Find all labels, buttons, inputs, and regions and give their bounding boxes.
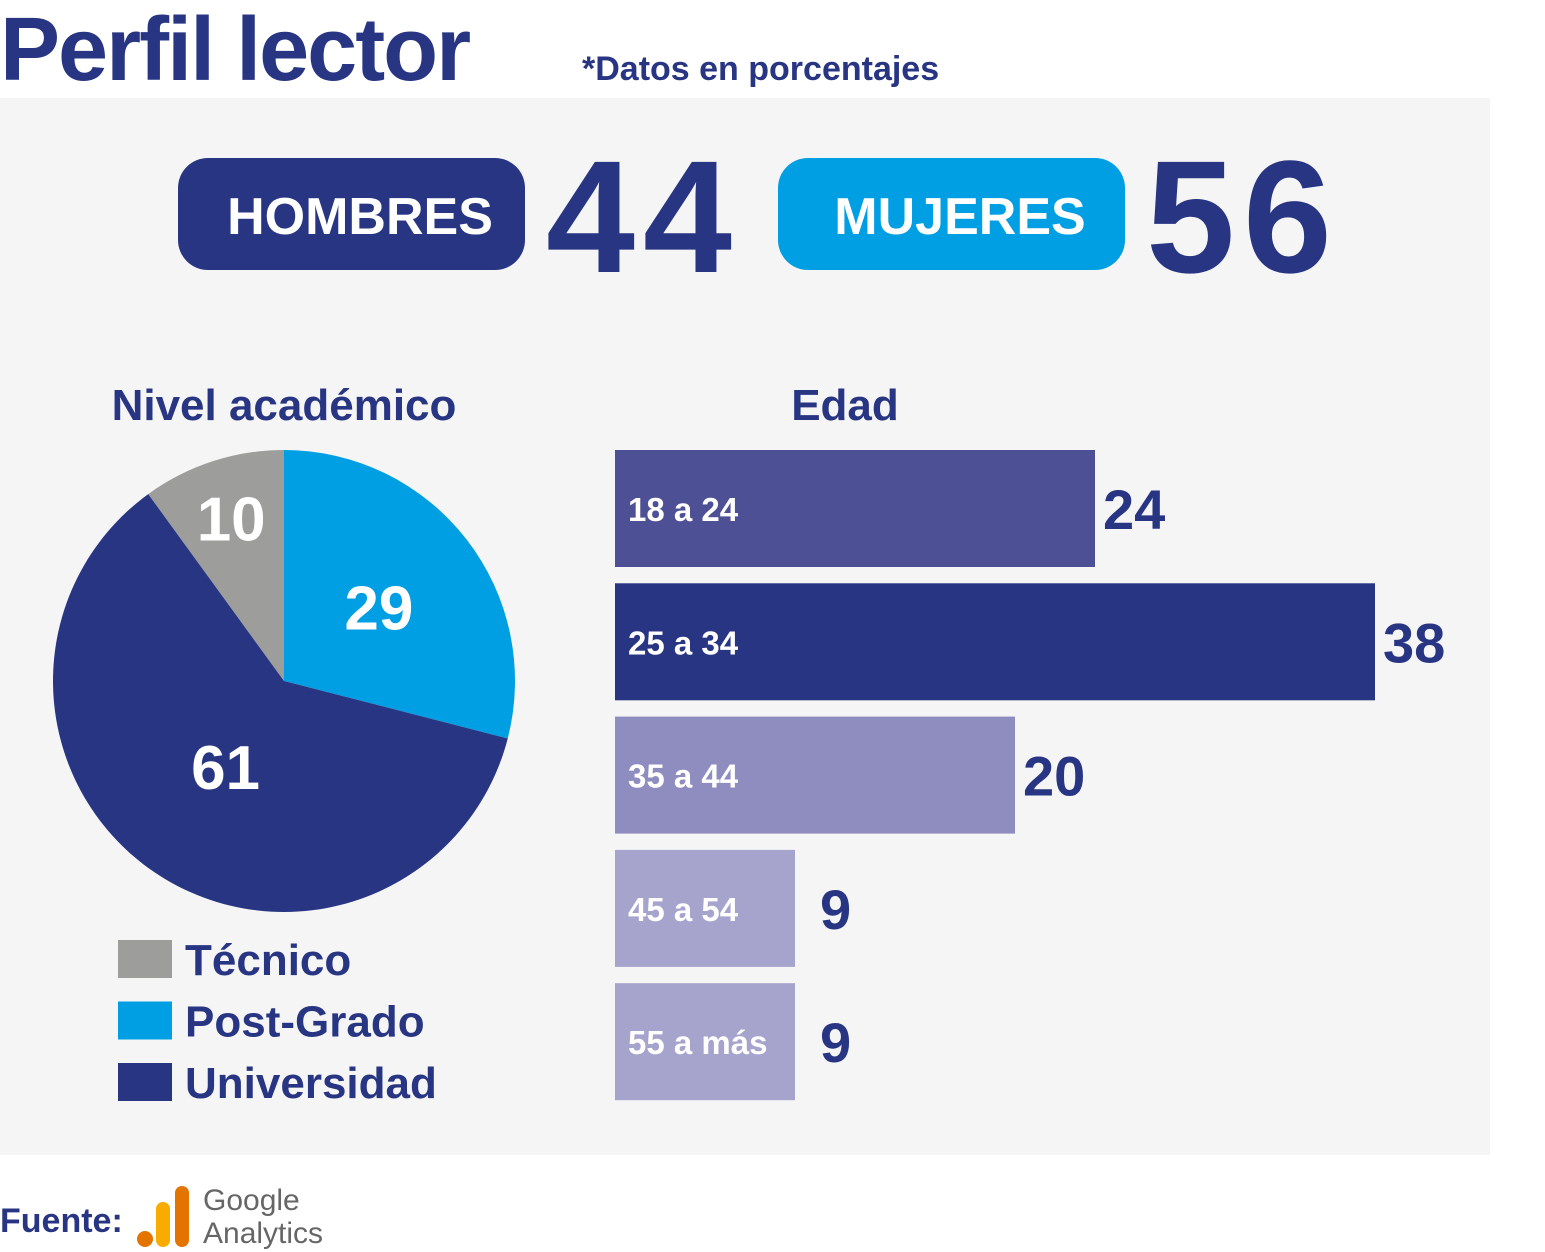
- bar-value: 20: [1023, 745, 1085, 808]
- legend-swatch: [118, 940, 172, 978]
- bar: [615, 583, 1375, 701]
- legend-label: Post-Grado: [185, 998, 425, 1047]
- bar: [615, 849, 795, 967]
- bar: [615, 450, 1095, 567]
- pill: [778, 158, 1125, 270]
- legend-swatch: [118, 1001, 172, 1040]
- pill-label: MUJERES: [834, 188, 1085, 246]
- legend-label: Técnico: [185, 936, 351, 985]
- pie-slice: [284, 450, 515, 739]
- slice-label: 61: [191, 734, 260, 803]
- bar-category: 55 a más: [628, 1024, 767, 1061]
- bar-value: 9: [820, 1011, 851, 1074]
- gender-value: 56: [1146, 127, 1340, 306]
- bar-value: 9: [820, 878, 851, 941]
- bar-value: 24: [1103, 478, 1165, 541]
- legend-swatch: [118, 1063, 172, 1101]
- subtitle: *Datos en porcentajes: [582, 50, 939, 88]
- bar: [615, 716, 1015, 834]
- logo: [137, 1186, 189, 1247]
- gender-value: 44: [546, 127, 740, 306]
- title: Perfil lector: [0, 0, 470, 100]
- source-label: Fuente:: [0, 1202, 123, 1240]
- legend-label: Universidad: [185, 1059, 437, 1108]
- slice-label: 10: [197, 485, 266, 554]
- pill: [178, 158, 525, 270]
- logo-text: Analytics: [203, 1217, 323, 1250]
- pie-slice: [53, 494, 508, 913]
- bar-category: 35 a 44: [628, 758, 739, 795]
- bar-category: 45 a 54: [628, 891, 739, 928]
- slice-label: 29: [344, 574, 413, 643]
- chart-title: Edad: [791, 381, 899, 430]
- bar-value: 38: [1383, 611, 1445, 674]
- pie-slice: [148, 450, 284, 681]
- bar-category: 25 a 34: [628, 624, 739, 661]
- bar: [615, 983, 795, 1101]
- chart-title: Nivel académico: [112, 381, 457, 430]
- bar-category: 18 a 24: [628, 491, 739, 528]
- pill-label: HOMBRES: [227, 188, 493, 246]
- logo-text: Google: [203, 1184, 300, 1217]
